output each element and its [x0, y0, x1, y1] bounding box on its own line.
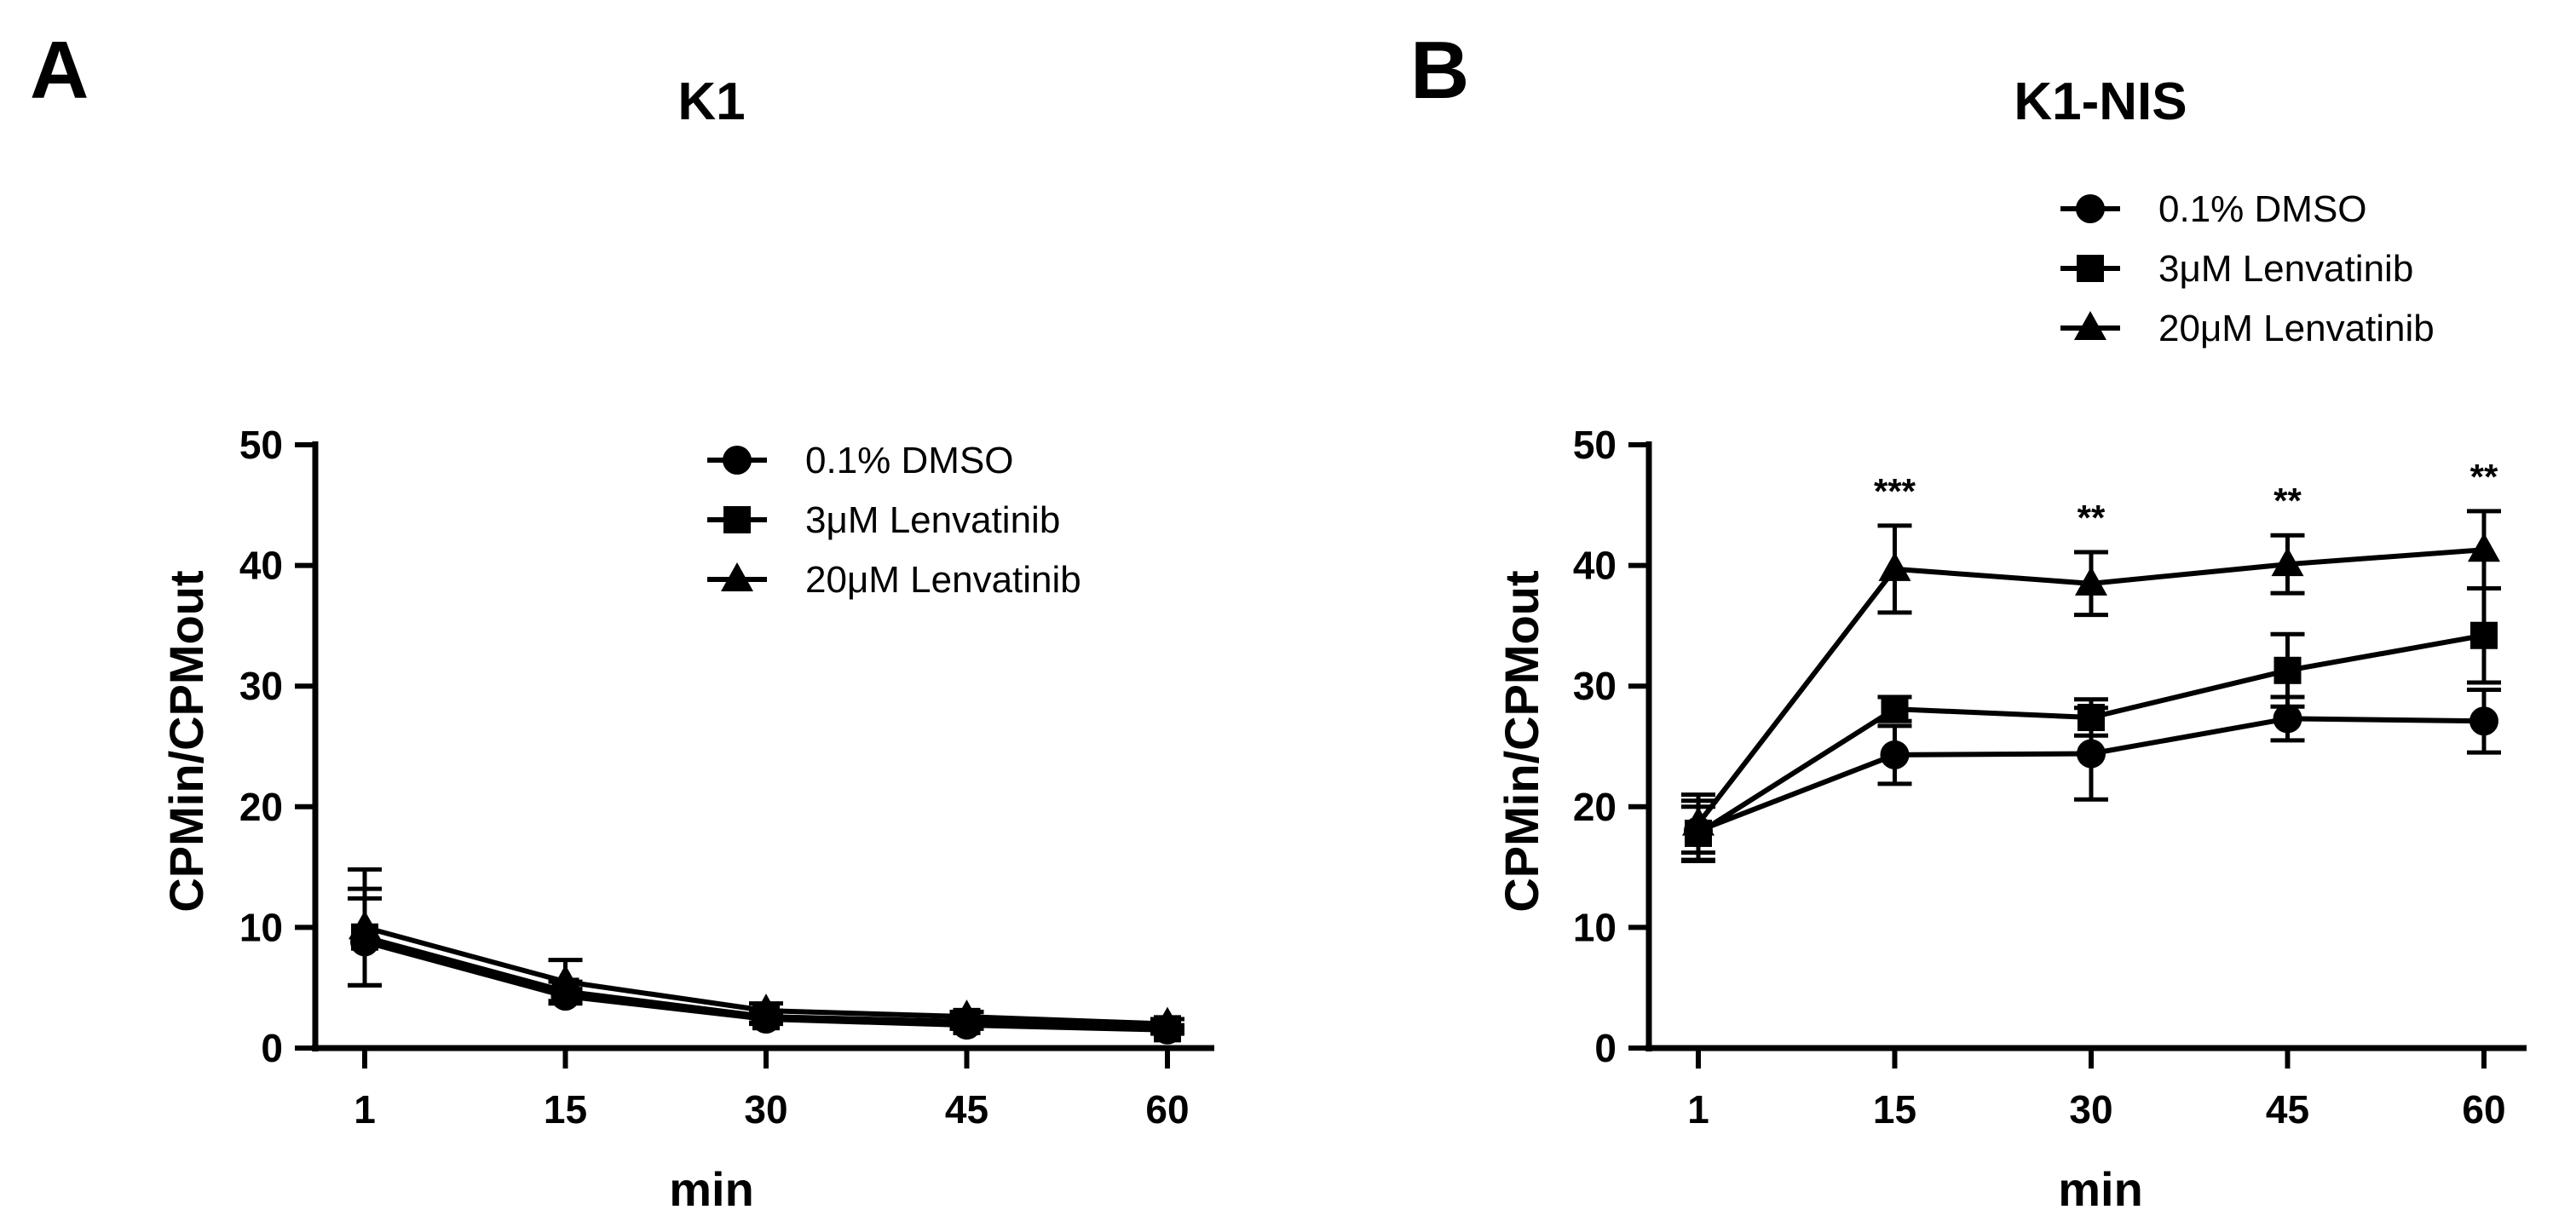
y-axis-title: CPMin/CPMout: [159, 570, 213, 912]
y-tick-label: 20: [239, 785, 283, 829]
significance-label: **: [2078, 498, 2106, 538]
legend-marker: [723, 506, 751, 533]
axes: 0 10 20 30 40 50 1 15 30 45 60: [239, 423, 1214, 1132]
chart-title: K1: [677, 72, 745, 131]
y-axis-title: CPMin/CPMout: [1495, 570, 1548, 912]
x-tick-label: 60: [1145, 1087, 1189, 1132]
x-tick-label: 45: [945, 1087, 988, 1132]
data-point: [1682, 806, 1714, 836]
legend-item: 0.1% DMSO: [707, 440, 1014, 481]
data-point: [1881, 695, 1909, 723]
data-point: [349, 910, 381, 940]
significance-label: **: [2470, 457, 2498, 497]
x-tick-label: 30: [2069, 1087, 2112, 1132]
legend-label: 0.1% DMSO: [805, 440, 1014, 481]
y-tick-label: 0: [261, 1026, 283, 1070]
y-tick-label: 0: [1594, 1026, 1616, 1070]
y-tick-label: 10: [239, 905, 283, 949]
data-point: [950, 999, 983, 1029]
panel-letter-a: A: [30, 25, 89, 116]
y-tick-label: 50: [239, 423, 283, 467]
x-tick-label: 30: [744, 1087, 787, 1132]
y-tick-label: 40: [1573, 544, 1616, 588]
x-tick-label: 60: [2462, 1087, 2505, 1132]
data-point: [2468, 533, 2500, 562]
legend-item: 20μM Lenvatinib: [707, 559, 1081, 601]
x-tick-label: 45: [2266, 1087, 2309, 1132]
legend-label: 3μM Lenvatinib: [2158, 248, 2413, 290]
legend-marker: [2076, 194, 2105, 223]
data-point: [2273, 704, 2302, 734]
legend-label: 20μM Lenvatinib: [805, 559, 1081, 601]
legend-marker: [721, 562, 753, 591]
data-point: [2273, 656, 2302, 684]
x-tick-label: 1: [354, 1087, 376, 1132]
chart-title: K1-NIS: [2014, 72, 2187, 131]
legend-marker: [2074, 311, 2106, 340]
x-axis-title: min: [2058, 1162, 2143, 1216]
data-point: [1880, 740, 1910, 769]
legend-item: 3μM Lenvatinib: [2060, 248, 2413, 290]
y-tick-label: 30: [239, 664, 283, 708]
data-point: [2075, 566, 2107, 596]
series-3: [348, 867, 1184, 1036]
data-point: [1151, 1006, 1184, 1036]
significance-label: **: [2273, 481, 2302, 521]
data-point: [2469, 706, 2498, 736]
data-point: [2470, 621, 2498, 649]
data-point: [2077, 739, 2106, 769]
legend-label: 20μM Lenvatinib: [2158, 308, 2435, 349]
legend-marker: [723, 446, 752, 475]
legend-item: 20μM Lenvatinib: [2060, 308, 2435, 349]
x-tick-label: 15: [544, 1087, 587, 1132]
x-tick-label: 15: [1873, 1087, 1916, 1132]
legend: 0.1% DMSO 3μM Lenvatinib 20μM Lenvatinib: [2060, 188, 2435, 349]
legend: 0.1% DMSO 3μM Lenvatinib 20μM Lenvatinib: [707, 440, 1081, 601]
legend-marker: [2077, 255, 2104, 282]
y-tick-label: 10: [1573, 905, 1616, 949]
x-tick-label: 1: [1687, 1087, 1709, 1132]
y-tick-label: 40: [239, 544, 283, 588]
series-2: [1681, 586, 2501, 862]
data-point: [2078, 704, 2105, 732]
legend-item: 0.1% DMSO: [2060, 188, 2367, 230]
legend-label: 0.1% DMSO: [2158, 188, 2367, 230]
panel-a: A K1 min CPMin/CPMout 0 10 20 30 40 50 1 15 30 45…: [30, 25, 1214, 1216]
data-point: [2271, 547, 2304, 577]
x-axis-title: min: [669, 1162, 754, 1216]
axes: 0 10 20 30 40 50 1 15 30 45 60: [1573, 423, 2527, 1132]
y-tick-label: 30: [1573, 664, 1616, 708]
y-tick-label: 20: [1573, 785, 1616, 829]
data-point: [549, 965, 582, 994]
legend-label: 3μM Lenvatinib: [805, 499, 1060, 541]
data-point: [750, 994, 782, 1023]
series-3: [1681, 509, 2501, 855]
significance-label: ***: [1874, 471, 1916, 511]
data-point: [1878, 551, 1911, 581]
panel-letter-b: B: [1410, 25, 1469, 116]
plot-area: 0 10 20 30 40 50 1 15 30 45 60 0.1% DMSO 3μM Lenvati…: [239, 423, 1214, 1132]
y-tick-label: 50: [1573, 423, 1616, 467]
legend-item: 3μM Lenvatinib: [707, 499, 1060, 541]
panel-b: B K1-NIS min CPMin/CPMout 0 10 20 30 40 50 1 15…: [1410, 25, 2527, 1216]
